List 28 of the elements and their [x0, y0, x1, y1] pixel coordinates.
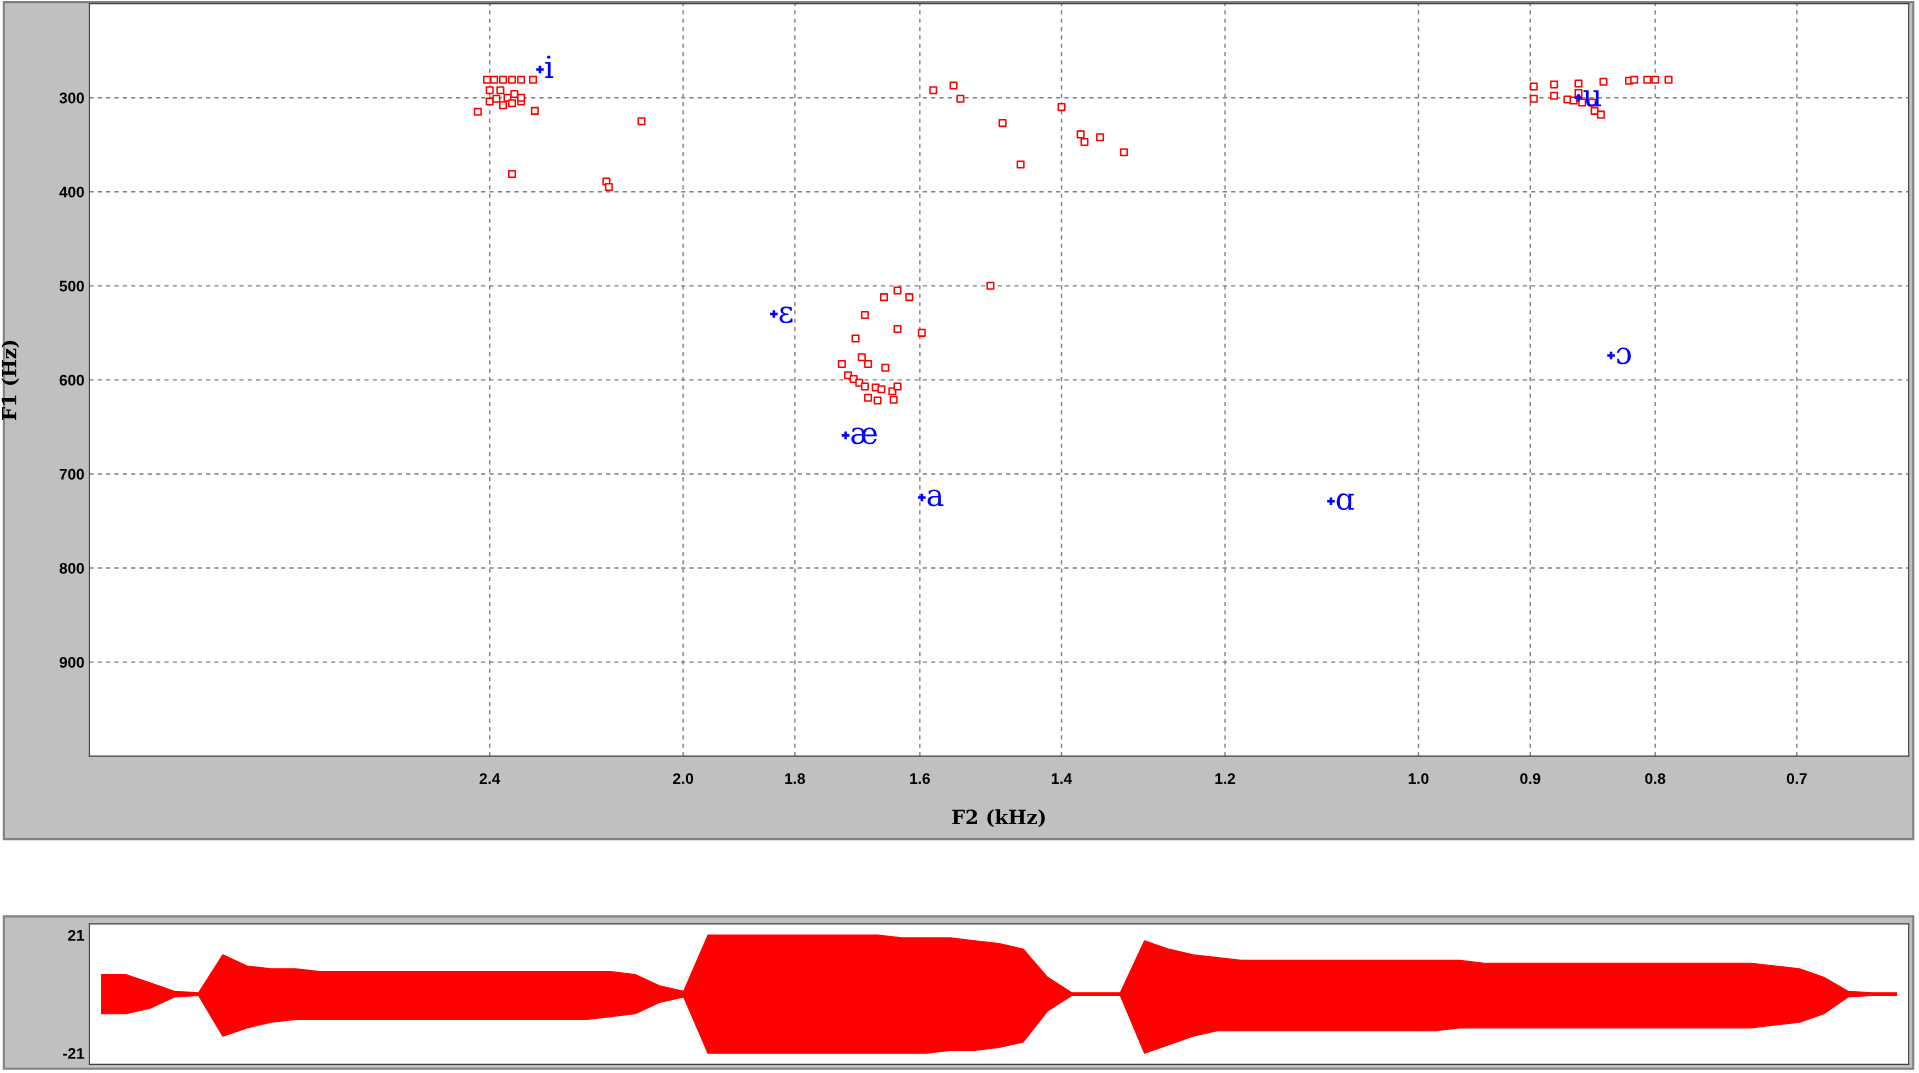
- y-tick-label: 800: [59, 562, 84, 574]
- y-tick-label: 500: [59, 280, 84, 292]
- annotation: ɛ: [779, 306, 793, 324]
- annotation: æ: [851, 427, 877, 445]
- x-tick-label: 1.4: [1051, 773, 1073, 784]
- y-tick-label: 900: [59, 656, 84, 668]
- x-tick-label: 2.4: [479, 773, 501, 784]
- x-tick-label: 1.2: [1215, 773, 1236, 784]
- annotation: ɔ: [1616, 347, 1631, 365]
- y-tick-label: 21: [68, 929, 85, 941]
- x-tick-label: 0.7: [1786, 773, 1807, 785]
- x-axis-title: F2 (kHz): [952, 809, 1045, 828]
- x-tick-label: 1.8: [785, 773, 806, 785]
- x-tick-label: 2.0: [673, 773, 694, 785]
- y-tick-label: 300: [59, 92, 84, 104]
- annotation: ɑ: [1336, 493, 1354, 511]
- annotation: a: [927, 489, 944, 507]
- annotation: u: [1583, 90, 1602, 107]
- y-tick-label: 400: [59, 186, 84, 198]
- y-tick-label: -21: [63, 1048, 85, 1059]
- x-tick-label: 1.0: [1408, 773, 1429, 785]
- x-tick-label: 0.9: [1520, 773, 1541, 785]
- y-axis-title: F1 (Hz): [1, 340, 20, 420]
- y-tick-label: 700: [59, 468, 84, 480]
- x-tick-label: 0.8: [1645, 773, 1666, 785]
- annotation: i: [545, 55, 554, 78]
- y-tick-label: 600: [59, 374, 84, 386]
- x-tick-label: 1.6: [910, 773, 930, 785]
